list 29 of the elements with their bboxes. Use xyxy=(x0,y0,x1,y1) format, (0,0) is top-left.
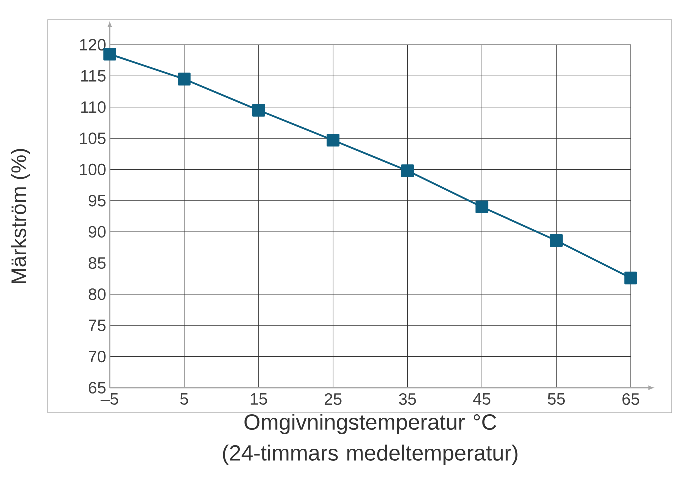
y-tick-label: 110 xyxy=(82,102,106,114)
y-tick-label: 65 xyxy=(89,382,106,394)
y-tick-label: 90 xyxy=(88,226,106,238)
point xyxy=(178,72,191,86)
y-tick-label: 80 xyxy=(88,288,106,300)
y-tick-label: 105 xyxy=(80,132,106,144)
x-tick-label: 25 xyxy=(324,394,342,406)
y-tick-label: 115 xyxy=(82,70,106,82)
y-tick-label: 85 xyxy=(88,257,106,270)
y-tick-label: 100 xyxy=(80,164,106,176)
y-tick-label: 75 xyxy=(89,320,106,332)
point xyxy=(624,272,638,285)
x-tick-label: 5 xyxy=(180,394,188,405)
x-tick-label: 55 xyxy=(548,394,566,405)
y-tick-label: 95 xyxy=(88,195,106,207)
y-tick-label: 120 xyxy=(80,39,106,51)
point xyxy=(252,104,266,117)
point xyxy=(476,200,489,214)
x-tick-label: 65 xyxy=(622,394,640,406)
x-tick-label: –5 xyxy=(100,394,118,405)
x-tick-label: 15 xyxy=(250,394,268,405)
x-tick-label: 35 xyxy=(399,394,416,406)
x-axis-title: Omgivningstemperatur °C (24-timmars medeltemperatur) xyxy=(223,414,518,466)
x-tick-label: 45 xyxy=(473,394,491,405)
point xyxy=(401,164,414,178)
point xyxy=(550,234,563,248)
y-tick-label: 70 xyxy=(89,350,106,363)
point xyxy=(326,134,340,147)
y-axis-title: Märkström (%) xyxy=(11,149,30,284)
